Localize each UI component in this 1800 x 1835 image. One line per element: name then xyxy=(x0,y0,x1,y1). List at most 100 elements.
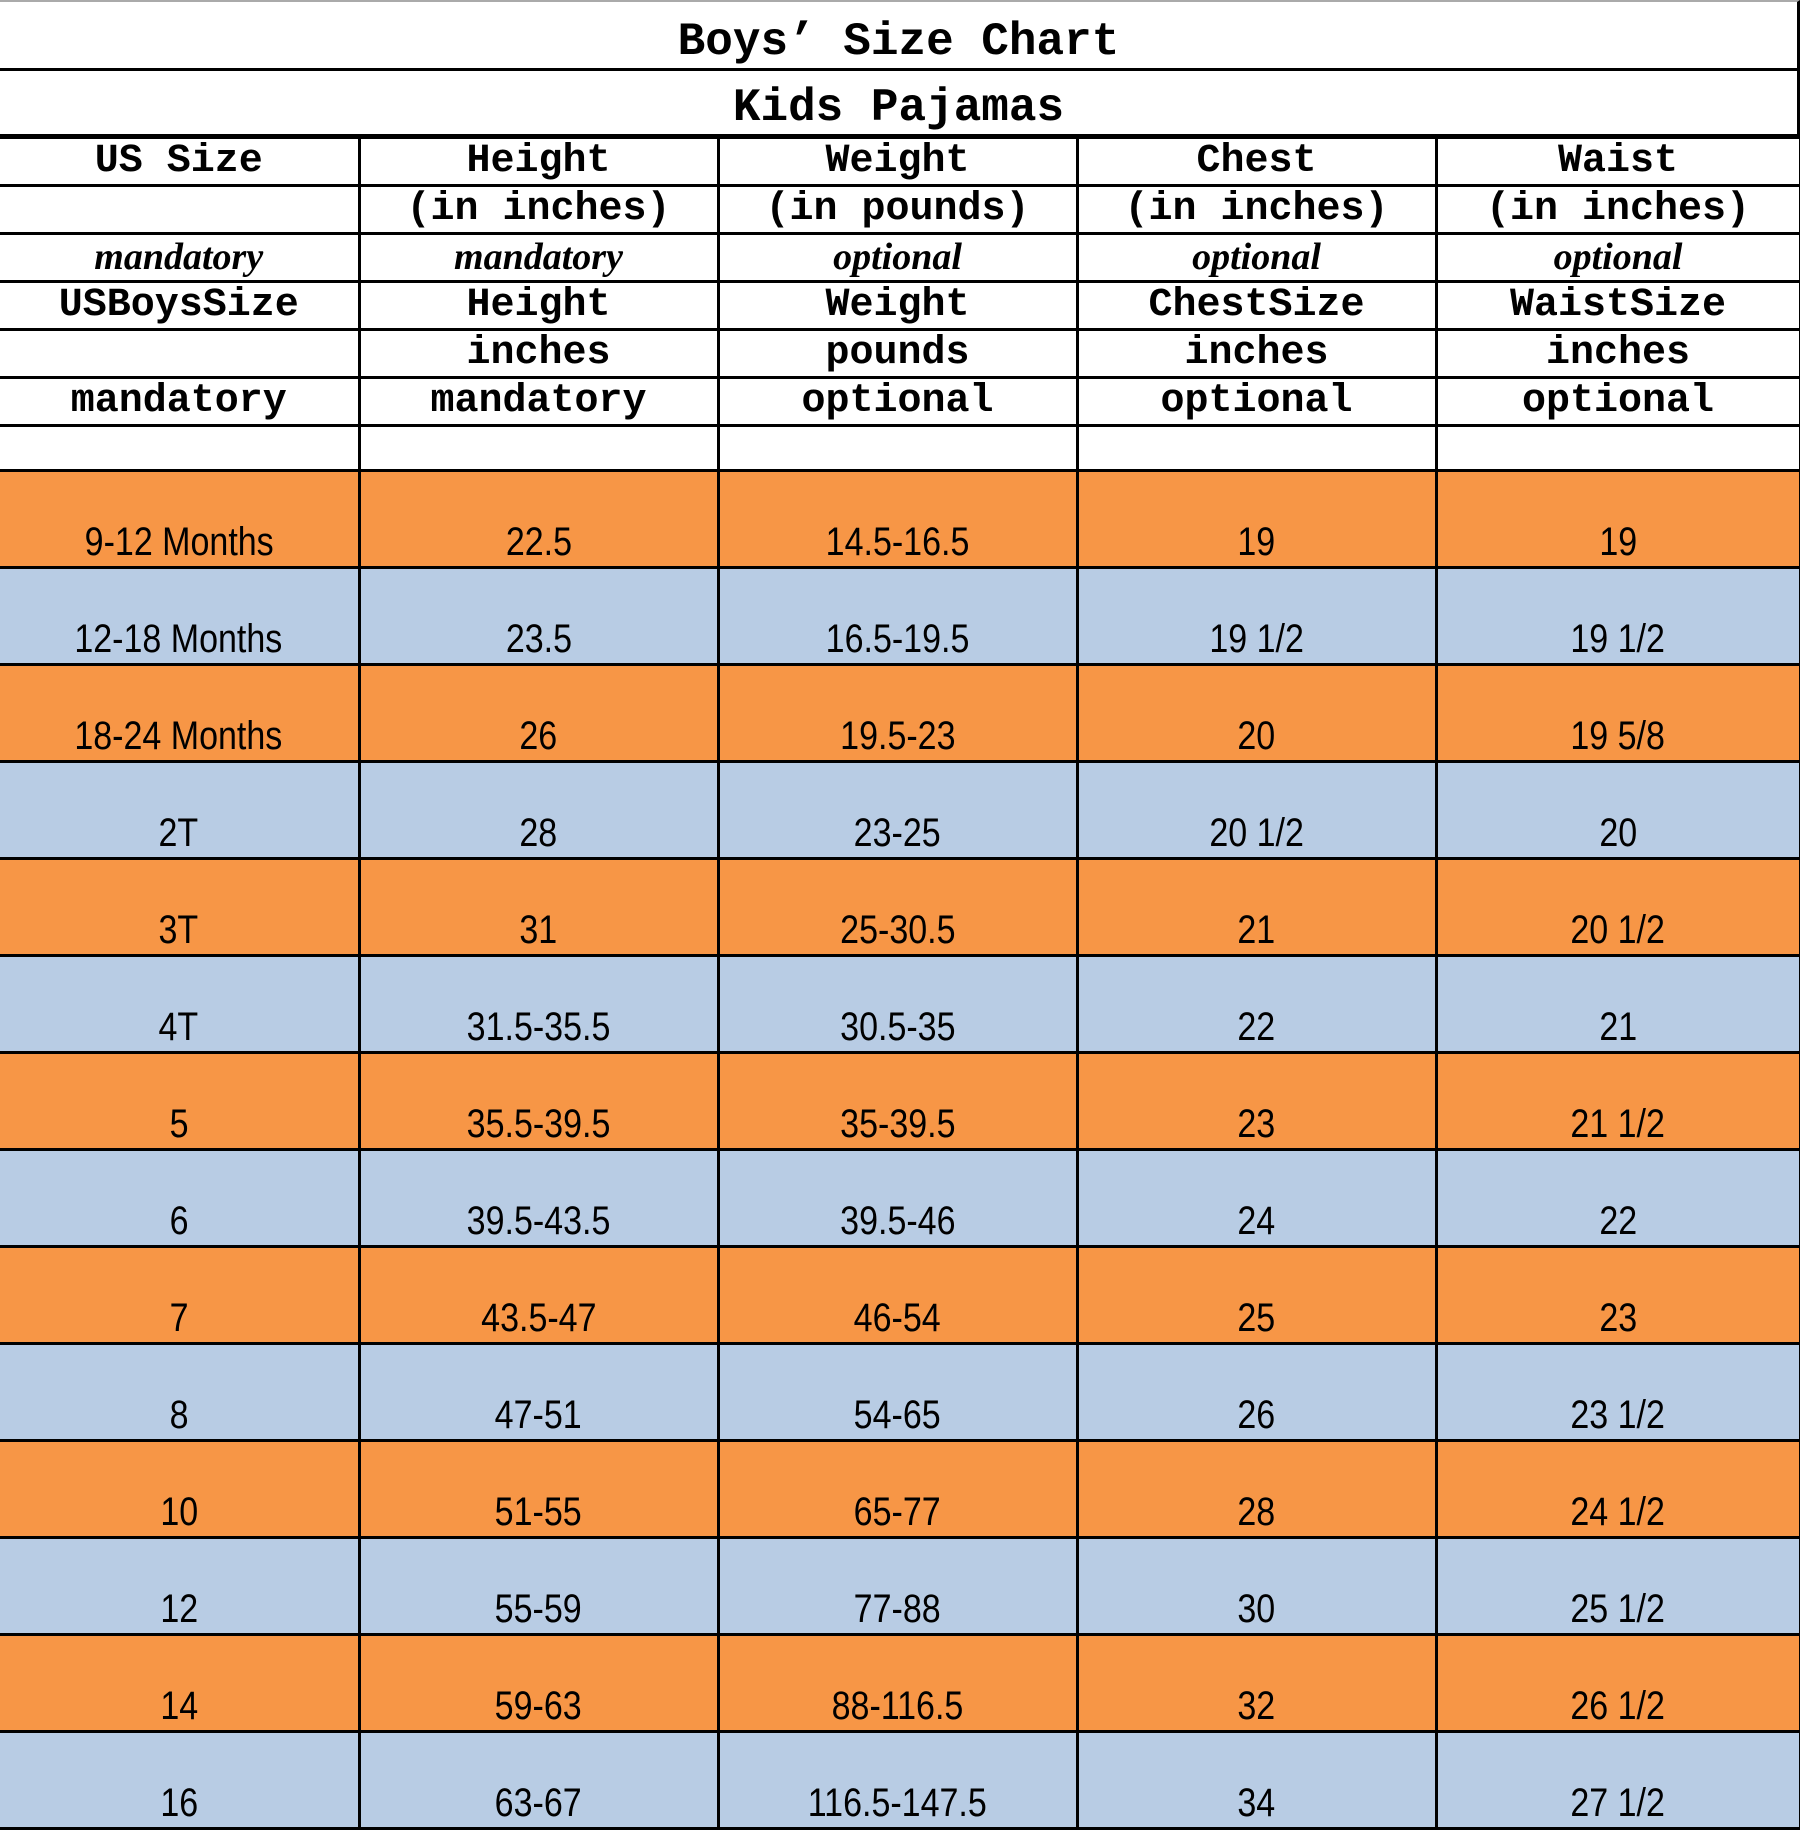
cell-text: 22.5 xyxy=(505,520,572,564)
cell-waist: 22 xyxy=(1434,1148,1800,1248)
header-cell-height: Height xyxy=(357,280,720,331)
table-row: 4T 31.5-35.5 30.5-35 22 21 xyxy=(0,954,1800,1054)
header-cell-us-size: mandatory xyxy=(0,232,361,283)
table-row: 10 51-55 65-77 28 24 1/2 xyxy=(0,1439,1800,1539)
cell-text: 20 1/2 xyxy=(1570,908,1666,952)
cell-weight: 65-77 xyxy=(716,1439,1079,1539)
cell-text: 31 xyxy=(519,908,558,952)
header-cell-height: Height xyxy=(357,136,720,187)
table-row: 16 63-67 116.5-147.5 34 27 1/2 xyxy=(0,1730,1800,1830)
cell-text: 9-12 Months xyxy=(84,520,274,564)
blank-cell xyxy=(1075,424,1438,472)
blank-cell xyxy=(1434,424,1800,472)
cell-waist: 26 1/2 xyxy=(1434,1633,1800,1733)
cell-waist: 20 1/2 xyxy=(1434,857,1800,957)
header-cell-weight: Weight xyxy=(716,136,1079,187)
cell-text: 22 xyxy=(1237,1005,1276,1049)
cell-us-size: 7 xyxy=(0,1245,361,1345)
cell-height: 35.5-39.5 xyxy=(357,1051,720,1151)
cell-text: 77-88 xyxy=(854,1587,941,1631)
cell-text: 19 1/2 xyxy=(1570,617,1666,661)
cell-text: 8 xyxy=(169,1393,189,1437)
header-cell-us-size: mandatory xyxy=(0,376,361,427)
cell-text: 19 5/8 xyxy=(1570,714,1666,758)
cell-text: 7 xyxy=(169,1296,189,1340)
cell-text: 14.5-16.5 xyxy=(825,520,970,564)
cell-height: 43.5-47 xyxy=(357,1245,720,1345)
cell-chest: 26 xyxy=(1075,1342,1438,1442)
cell-text: 4T xyxy=(158,1005,199,1049)
cell-text: 21 xyxy=(1599,1005,1637,1049)
cell-text: 54-65 xyxy=(854,1393,941,1437)
cell-chest: 20 1/2 xyxy=(1075,760,1438,860)
cell-us-size: 6 xyxy=(0,1148,361,1248)
header-cell-us-size xyxy=(0,328,361,379)
cell-us-size: 4T xyxy=(0,954,361,1054)
cell-text: 19 1/2 xyxy=(1209,617,1304,661)
cell-text: 23.5 xyxy=(505,617,572,661)
cell-weight: 54-65 xyxy=(716,1342,1079,1442)
cell-us-size: 14 xyxy=(0,1633,361,1733)
cell-text: 31.5-35.5 xyxy=(466,1005,611,1049)
cell-text: 5 xyxy=(169,1102,189,1146)
header-cell-chest: optional xyxy=(1075,232,1438,283)
cell-height: 26 xyxy=(357,663,720,763)
header-cell-weight: (in pounds) xyxy=(716,184,1079,235)
cell-height: 22.5 xyxy=(357,469,720,569)
cell-chest: 22 xyxy=(1075,954,1438,1054)
cell-text: 116.5-147.5 xyxy=(808,1781,987,1825)
table-row: 12 55-59 77-88 30 25 1/2 xyxy=(0,1536,1800,1636)
cell-weight: 14.5-16.5 xyxy=(716,469,1079,569)
cell-us-size: 18-24 Months xyxy=(0,663,361,763)
cell-weight: 88-116.5 xyxy=(716,1633,1079,1733)
header-cell-weight: Weight xyxy=(716,280,1079,331)
cell-height: 51-55 xyxy=(357,1439,720,1539)
cell-weight: 16.5-19.5 xyxy=(716,566,1079,666)
header-cell-chest: ChestSize xyxy=(1075,280,1438,331)
cell-chest: 19 xyxy=(1075,469,1438,569)
cell-text: 34 xyxy=(1237,1781,1276,1825)
cell-waist: 21 1/2 xyxy=(1434,1051,1800,1151)
cell-text: 59-63 xyxy=(495,1684,582,1728)
cell-waist: 20 xyxy=(1434,760,1800,860)
cell-us-size: 2T xyxy=(0,760,361,860)
cell-text: 35-39.5 xyxy=(839,1102,956,1146)
table-row: 2T 28 23-25 20 1/2 20 xyxy=(0,760,1800,860)
table-row: 12-18 Months 23.5 16.5-19.5 19 1/2 19 1/2 xyxy=(0,566,1800,666)
cell-chest: 28 xyxy=(1075,1439,1438,1539)
header-row: mandatory mandatory optional optional option… xyxy=(0,376,1800,427)
cell-text: 30.5-35 xyxy=(839,1005,956,1049)
cell-text: 43.5-47 xyxy=(480,1296,597,1340)
cell-text: 14 xyxy=(159,1684,198,1728)
cell-weight: 46-54 xyxy=(716,1245,1079,1345)
header-cell-waist: WaistSize xyxy=(1434,280,1800,331)
cell-waist: 19 xyxy=(1434,469,1800,569)
cell-text: 25 1/2 xyxy=(1570,1587,1666,1631)
cell-us-size: 9-12 Months xyxy=(0,469,361,569)
cell-chest: 32 xyxy=(1075,1633,1438,1733)
cell-height: 63-67 xyxy=(357,1730,720,1830)
cell-text: 22 xyxy=(1599,1199,1637,1243)
cell-text: 19 xyxy=(1599,520,1637,564)
cell-text: 28 xyxy=(519,811,558,855)
cell-text: 39.5-46 xyxy=(839,1199,956,1243)
header-row: (in inches) (in pounds) (in inches) (in inc… xyxy=(0,184,1800,235)
table-row: 14 59-63 88-116.5 32 26 1/2 xyxy=(0,1633,1800,1733)
table-row: 5 35.5-39.5 35-39.5 23 21 1/2 xyxy=(0,1051,1800,1151)
cell-us-size: 12 xyxy=(0,1536,361,1636)
cell-text: 23 xyxy=(1237,1102,1276,1146)
cell-text: 20 1/2 xyxy=(1209,811,1304,855)
cell-chest: 21 xyxy=(1075,857,1438,957)
table-row: 7 43.5-47 46-54 25 23 xyxy=(0,1245,1800,1345)
cell-waist: 24 1/2 xyxy=(1434,1439,1800,1539)
header-cell-chest: Chest xyxy=(1075,136,1438,187)
cell-waist: 27 1/2 xyxy=(1434,1730,1800,1830)
cell-text: 20 xyxy=(1237,714,1276,758)
cell-text: 19.5-23 xyxy=(839,714,956,758)
header-cell-waist: Waist xyxy=(1434,136,1800,187)
header-cell-weight: pounds xyxy=(716,328,1079,379)
table-row: 9-12 Months 22.5 14.5-16.5 19 19 xyxy=(0,469,1800,569)
cell-weight: 77-88 xyxy=(716,1536,1079,1636)
header-cell-waist: optional xyxy=(1434,376,1800,427)
